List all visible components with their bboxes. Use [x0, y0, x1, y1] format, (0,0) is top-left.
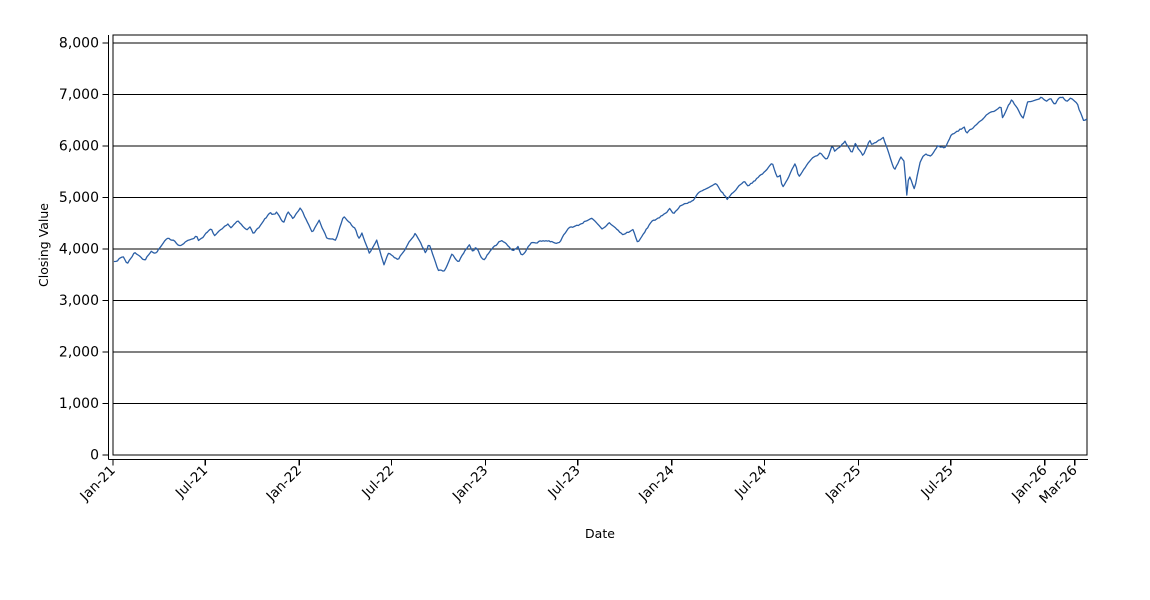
y-axis-ticks: 0 1,000 2,000 3,000 4,000 5,000 6,000 7,000 8,00…: [59, 36, 109, 464]
plot-frame: [112, 34, 1088, 456]
x-tick-label: Jan-21: [76, 463, 118, 505]
y-tick-label: 1,000: [59, 396, 99, 412]
x-tick-label: Jul-21: [172, 463, 211, 502]
y-tick-label: 0: [90, 448, 99, 464]
axes: [107, 35, 1088, 461]
x-tick-label: Jan-25: [822, 463, 864, 505]
x-tick-label: Jan-23: [449, 463, 491, 505]
y-tick-label: 3,000: [59, 293, 99, 309]
x-tick-label: Jan-24: [635, 463, 677, 505]
x-tick-label: Jul-23: [544, 463, 583, 502]
series-line: [113, 96, 1088, 272]
x-tick-label: Jul-25: [917, 463, 956, 502]
y-tick-label: 6,000: [59, 139, 99, 155]
x-tick-label: Jul-24: [731, 463, 770, 502]
y-tick-label: 7,000: [59, 87, 99, 103]
x-tick-label: Jul-22: [358, 463, 397, 502]
x-tick-label: Jan-22: [263, 463, 305, 505]
y-axis-title: Closing Value: [36, 203, 51, 287]
x-axis-title: Date: [585, 526, 615, 541]
y-tick-label: 4,000: [59, 242, 99, 258]
y-tick-label: 2,000: [59, 345, 99, 361]
y-tick-label: 8,000: [59, 36, 99, 52]
y-tick-label: 5,000: [59, 190, 99, 206]
x-axis-ticks: Jan-21 Jul-21 Jan-22 Jul-22 Jan-23 Jul-23 Jan-…: [76, 459, 1081, 507]
gridlines: [113, 42, 1087, 404]
